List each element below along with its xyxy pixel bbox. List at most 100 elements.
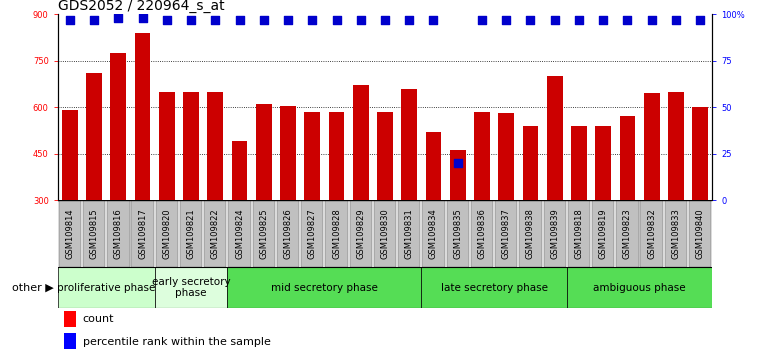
- Bar: [329, 112, 344, 200]
- FancyBboxPatch shape: [156, 200, 178, 267]
- Text: GSM109822: GSM109822: [211, 208, 219, 259]
- Text: GSM109839: GSM109839: [551, 208, 559, 259]
- Bar: [65, 311, 76, 327]
- Bar: [256, 104, 272, 200]
- Bar: [595, 126, 611, 200]
- Point: [306, 17, 319, 23]
- Point: [621, 17, 634, 23]
- FancyBboxPatch shape: [204, 200, 226, 267]
- FancyBboxPatch shape: [398, 200, 420, 267]
- Point: [451, 160, 464, 166]
- FancyBboxPatch shape: [567, 200, 590, 267]
- Point: [282, 17, 294, 23]
- Text: GSM109828: GSM109828: [332, 208, 341, 259]
- Point: [524, 17, 537, 23]
- Point: [88, 17, 100, 23]
- Point: [645, 17, 658, 23]
- Text: GDS2052 / 220964_s_at: GDS2052 / 220964_s_at: [58, 0, 224, 13]
- FancyBboxPatch shape: [227, 267, 421, 308]
- Text: GSM109827: GSM109827: [308, 208, 316, 259]
- Bar: [207, 92, 223, 200]
- Point: [403, 17, 415, 23]
- Text: GSM109831: GSM109831: [405, 208, 413, 259]
- Point: [209, 17, 222, 23]
- FancyBboxPatch shape: [326, 200, 348, 267]
- FancyBboxPatch shape: [592, 200, 614, 267]
- Point: [548, 17, 561, 23]
- FancyBboxPatch shape: [374, 200, 396, 267]
- FancyBboxPatch shape: [447, 200, 469, 267]
- Text: proliferative phase: proliferative phase: [57, 282, 156, 293]
- FancyBboxPatch shape: [421, 267, 567, 308]
- Text: late secretory phase: late secretory phase: [440, 282, 547, 293]
- FancyBboxPatch shape: [567, 267, 712, 308]
- Bar: [692, 107, 708, 200]
- Text: GSM109820: GSM109820: [162, 208, 172, 259]
- FancyBboxPatch shape: [641, 200, 663, 267]
- Text: GSM109819: GSM109819: [598, 208, 608, 259]
- FancyBboxPatch shape: [301, 200, 323, 267]
- FancyBboxPatch shape: [616, 200, 638, 267]
- Text: count: count: [82, 314, 114, 325]
- Point: [379, 17, 391, 23]
- Bar: [183, 92, 199, 200]
- FancyBboxPatch shape: [470, 200, 493, 267]
- Point: [694, 17, 706, 23]
- Bar: [304, 112, 320, 200]
- Text: GSM109817: GSM109817: [138, 208, 147, 259]
- FancyBboxPatch shape: [83, 200, 105, 267]
- FancyBboxPatch shape: [495, 200, 517, 267]
- Bar: [523, 126, 538, 200]
- Point: [427, 17, 440, 23]
- Point: [597, 17, 609, 23]
- Point: [185, 17, 197, 23]
- Text: GSM109833: GSM109833: [671, 208, 681, 259]
- Point: [112, 15, 125, 21]
- Bar: [353, 85, 369, 200]
- Text: GSM109826: GSM109826: [283, 208, 293, 259]
- Text: GSM109815: GSM109815: [89, 208, 99, 259]
- Point: [258, 17, 270, 23]
- Bar: [65, 333, 76, 349]
- FancyBboxPatch shape: [544, 200, 566, 267]
- Text: GSM109829: GSM109829: [357, 208, 365, 259]
- Point: [161, 17, 173, 23]
- Bar: [135, 33, 150, 200]
- Bar: [159, 92, 175, 200]
- Bar: [280, 105, 296, 200]
- FancyBboxPatch shape: [132, 200, 154, 267]
- Bar: [401, 88, 417, 200]
- FancyBboxPatch shape: [253, 200, 275, 267]
- Text: early secretory
phase: early secretory phase: [152, 277, 230, 298]
- Text: ambiguous phase: ambiguous phase: [593, 282, 686, 293]
- FancyBboxPatch shape: [422, 200, 444, 267]
- Bar: [110, 53, 126, 200]
- FancyBboxPatch shape: [59, 200, 81, 267]
- FancyBboxPatch shape: [519, 200, 541, 267]
- Point: [233, 17, 246, 23]
- FancyBboxPatch shape: [107, 200, 129, 267]
- Point: [500, 17, 512, 23]
- Bar: [668, 92, 684, 200]
- Text: GSM109823: GSM109823: [623, 208, 632, 259]
- Bar: [547, 76, 563, 200]
- Text: GSM109824: GSM109824: [235, 208, 244, 259]
- Text: GSM109830: GSM109830: [380, 208, 390, 259]
- Text: GSM109840: GSM109840: [695, 208, 705, 259]
- Bar: [426, 132, 441, 200]
- FancyBboxPatch shape: [58, 267, 155, 308]
- Bar: [377, 112, 393, 200]
- Text: GSM109821: GSM109821: [186, 208, 196, 259]
- FancyBboxPatch shape: [350, 200, 372, 267]
- Text: GSM109825: GSM109825: [259, 208, 268, 259]
- Bar: [474, 112, 490, 200]
- Text: other ▶: other ▶: [12, 282, 54, 293]
- Point: [355, 17, 367, 23]
- Bar: [450, 150, 466, 200]
- Text: GSM109838: GSM109838: [526, 208, 535, 259]
- FancyBboxPatch shape: [665, 200, 687, 267]
- Text: GSM109816: GSM109816: [114, 208, 123, 259]
- Bar: [232, 141, 247, 200]
- Text: GSM109814: GSM109814: [65, 208, 75, 259]
- Text: percentile rank within the sample: percentile rank within the sample: [82, 337, 270, 347]
